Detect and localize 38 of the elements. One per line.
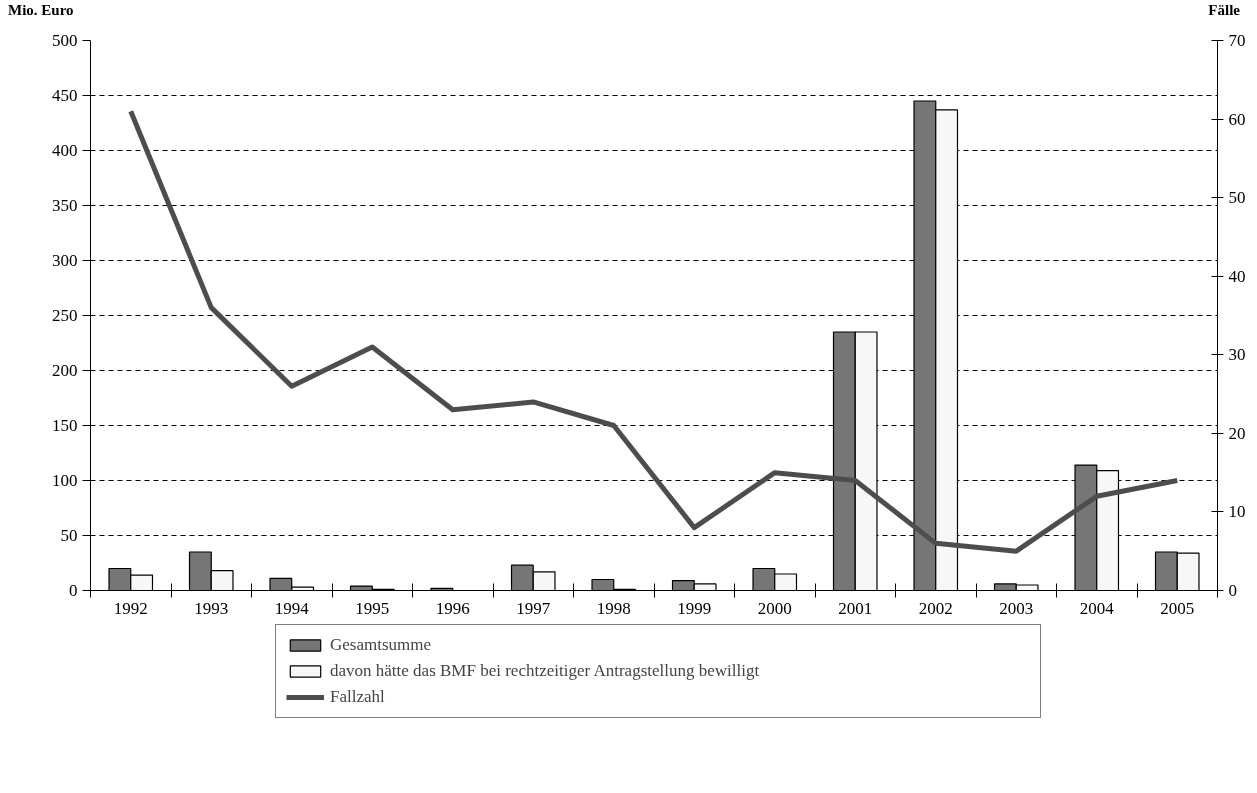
x-tick-label: 2004	[1079, 598, 1115, 618]
x-tick-label: 1995	[355, 598, 390, 618]
y-tick-label: 400	[52, 141, 78, 160]
x-tick-label: 1992	[113, 598, 148, 618]
y-tick-label: 0	[69, 581, 78, 600]
y2-tick-label: 30	[1228, 345, 1246, 365]
y2-tick-label: 20	[1228, 423, 1246, 443]
x-tick-label: 1996	[435, 598, 470, 618]
y-axis-title: Mio. Euro	[8, 1, 74, 20]
y-tick-label: 450	[52, 86, 78, 105]
legend-label: davon hätte das BMF bei rechtzeitiger Antragstellung bewilligt	[330, 661, 761, 681]
y2-tick-label: 40	[1228, 266, 1246, 286]
x-tick-label: 2003	[999, 598, 1034, 618]
y2-axis-title: Fälle	[1208, 1, 1240, 20]
y-tick-label: 50	[60, 526, 78, 545]
x-tick-label: 2005	[1160, 598, 1195, 618]
x-tick-label: 1993	[194, 598, 229, 618]
y-tick-label: 250	[52, 306, 78, 325]
y2-tick-label: 60	[1228, 109, 1246, 129]
x-tick-label: 1998	[596, 598, 631, 618]
legend-label: Gesamtsumme	[330, 635, 433, 655]
x-tick-label: 1994	[274, 598, 310, 618]
x-tick-label: 2001	[838, 598, 873, 618]
x-tick-label: 2002	[918, 598, 953, 618]
x-tick-label: 1997	[516, 598, 551, 618]
legend-label: Fallzahl	[330, 687, 386, 707]
y2-tick-label: 50	[1228, 188, 1246, 208]
y-tick-label: 350	[52, 196, 78, 215]
y-tick-label: 100	[52, 471, 78, 490]
x-tick-label: 1999	[677, 598, 712, 618]
y-tick-label: 500	[52, 31, 78, 50]
y-tick-label: 150	[52, 416, 78, 435]
y2-tick-label: 0	[1228, 581, 1237, 600]
y-tick-label: 200	[52, 361, 78, 380]
y-tick-label: 300	[52, 251, 78, 270]
x-tick-label: 2000	[757, 598, 792, 618]
y2-tick-label: 70	[1228, 31, 1246, 50]
y2-tick-label: 10	[1228, 502, 1246, 522]
